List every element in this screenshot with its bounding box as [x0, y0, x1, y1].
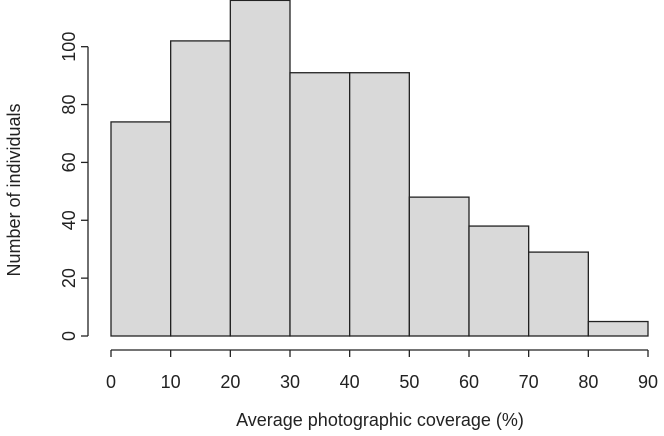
x-axis-label: Average photographic coverage (%): [236, 410, 524, 430]
y-tick-label: 60: [59, 152, 79, 172]
y-tick-label: 80: [59, 95, 79, 115]
x-tick-label: 40: [340, 372, 360, 392]
bar: [528, 251, 589, 337]
bar: [170, 40, 231, 337]
x-tick-label: 60: [459, 372, 479, 392]
y-axis-label: Number of individuals: [4, 103, 24, 276]
y-tick-label: 20: [59, 268, 79, 288]
x-tick-label: 50: [399, 372, 419, 392]
x-tick-label: 90: [638, 372, 658, 392]
x-tick-label: 30: [280, 372, 300, 392]
y-tick-label: 40: [59, 210, 79, 230]
x-tick-label: 0: [106, 372, 116, 392]
y-tick-label: 100: [59, 32, 79, 62]
bar: [468, 225, 530, 337]
y-tick-label: 0: [59, 331, 79, 341]
x-tick-label: 80: [578, 372, 598, 392]
bar: [587, 320, 649, 337]
bar: [349, 72, 410, 337]
x-tick-label: 70: [519, 372, 539, 392]
bar: [289, 72, 351, 337]
x-tick-label: 10: [161, 372, 181, 392]
x-tick-label: 20: [220, 372, 240, 392]
bar: [229, 0, 291, 337]
bar: [110, 121, 172, 337]
bar: [408, 196, 470, 337]
